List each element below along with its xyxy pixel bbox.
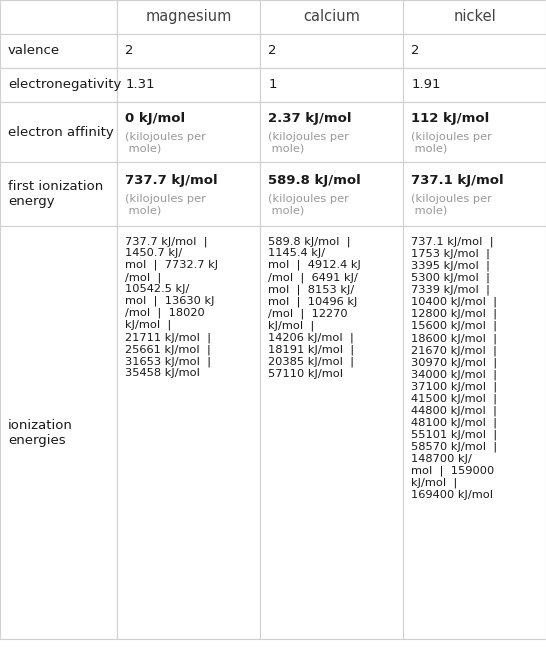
- Bar: [0, 102, 117, 162]
- Text: magnesium: magnesium: [146, 9, 232, 25]
- Bar: [403, 34, 546, 68]
- Text: (kilojoules per
 mole): (kilojoules per mole): [269, 132, 349, 153]
- Bar: [260, 68, 403, 102]
- Bar: [260, 102, 403, 162]
- Text: 2.37 kJ/mol: 2.37 kJ/mol: [269, 112, 352, 125]
- Bar: [117, 0, 260, 34]
- Bar: [403, 226, 546, 639]
- Text: 2: 2: [269, 44, 277, 57]
- Bar: [117, 226, 260, 639]
- Text: (kilojoules per
 mole): (kilojoules per mole): [269, 194, 349, 216]
- Bar: [0, 68, 117, 102]
- Bar: [260, 34, 403, 68]
- Bar: [403, 0, 546, 34]
- Text: 737.1 kJ/mol  |
1753 kJ/mol  |
3395 kJ/mol  |
5300 kJ/mol  |
7339 kJ/mol  |
1040: 737.1 kJ/mol | 1753 kJ/mol | 3395 kJ/mol…: [412, 236, 498, 500]
- Text: 737.1 kJ/mol: 737.1 kJ/mol: [412, 173, 504, 186]
- Bar: [260, 0, 403, 34]
- Text: 589.8 kJ/mol: 589.8 kJ/mol: [269, 173, 361, 186]
- Text: first ionization
energy: first ionization energy: [8, 181, 103, 208]
- Bar: [403, 68, 546, 102]
- Text: (kilojoules per
 mole): (kilojoules per mole): [412, 194, 492, 216]
- Text: electron affinity: electron affinity: [8, 126, 114, 138]
- Bar: [0, 34, 117, 68]
- Text: ionization
energies: ionization energies: [8, 419, 73, 447]
- Text: (kilojoules per
 mole): (kilojoules per mole): [126, 194, 206, 216]
- Bar: [117, 102, 260, 162]
- Text: valence: valence: [8, 44, 60, 57]
- Text: 1.91: 1.91: [412, 78, 441, 91]
- Text: calcium: calcium: [304, 9, 360, 25]
- Text: (kilojoules per
 mole): (kilojoules per mole): [126, 132, 206, 153]
- Bar: [117, 68, 260, 102]
- Text: electronegativity: electronegativity: [8, 78, 121, 91]
- Text: 737.7 kJ/mol: 737.7 kJ/mol: [126, 173, 218, 186]
- Bar: [117, 162, 260, 226]
- Text: nickel: nickel: [453, 9, 496, 25]
- Bar: [403, 162, 546, 226]
- Text: 2: 2: [412, 44, 420, 57]
- Text: 1.31: 1.31: [126, 78, 155, 91]
- Text: 0 kJ/mol: 0 kJ/mol: [126, 112, 186, 125]
- Text: (kilojoules per
 mole): (kilojoules per mole): [412, 132, 492, 153]
- Bar: [0, 162, 117, 226]
- Bar: [117, 34, 260, 68]
- Text: 1: 1: [269, 78, 277, 91]
- Bar: [0, 226, 117, 639]
- Text: 589.8 kJ/mol  |
1145.4 kJ/
mol  |  4912.4 kJ
/mol  |  6491 kJ/
mol  |  8153 kJ/
: 589.8 kJ/mol | 1145.4 kJ/ mol | 4912.4 k…: [269, 236, 361, 379]
- Bar: [260, 162, 403, 226]
- Text: 737.7 kJ/mol  |
1450.7 kJ/
mol  |  7732.7 kJ
/mol  |
10542.5 kJ/
mol  |  13630 k: 737.7 kJ/mol | 1450.7 kJ/ mol | 7732.7 k…: [126, 236, 218, 378]
- Bar: [260, 226, 403, 639]
- Text: 112 kJ/mol: 112 kJ/mol: [412, 112, 490, 125]
- Bar: [403, 102, 546, 162]
- Text: 2: 2: [126, 44, 134, 57]
- Bar: [0, 0, 117, 34]
